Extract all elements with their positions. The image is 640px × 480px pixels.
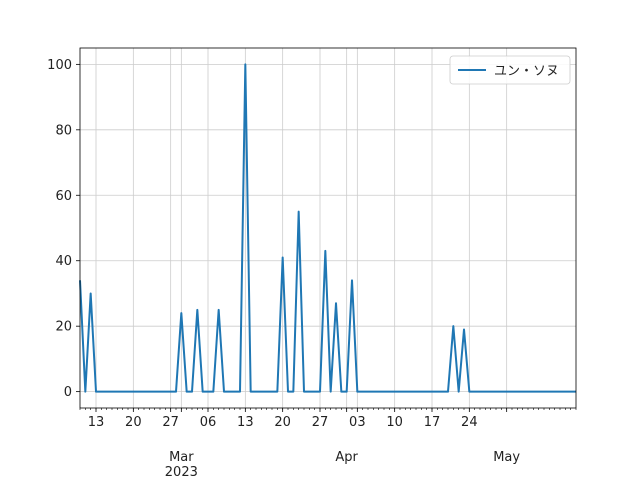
x-month-label: Apr: [335, 450, 358, 465]
x-tick-label: 27: [162, 415, 179, 430]
x-tick-label: 06: [200, 415, 217, 430]
x-tick-label: 24: [461, 415, 478, 430]
plot-frame: [79, 47, 577, 409]
legend-label: ユン・ソヌ: [494, 64, 559, 79]
x-month-label: May: [493, 450, 520, 465]
series-layer: [79, 63, 576, 393]
x-tick-label: 20: [274, 415, 291, 430]
grid: [80, 48, 576, 408]
x-tick-label: 13: [88, 415, 105, 430]
y-tick-label: 0: [64, 385, 72, 400]
x-month-label: Mar: [169, 450, 194, 465]
y-tick-label: 20: [55, 320, 72, 335]
series-line: [79, 63, 576, 393]
x-tick-label: 13: [237, 415, 254, 430]
y-tick-label: 80: [55, 123, 72, 138]
legend-box: [449, 55, 571, 85]
x-tick-label: 17: [424, 415, 441, 430]
x-year-label: 2023: [165, 465, 198, 480]
legend: ユン・ソヌ: [449, 55, 571, 85]
x-tick-label: 27: [312, 415, 329, 430]
x-tick-label: 20: [125, 415, 142, 430]
y-tick-label: 100: [47, 58, 72, 73]
x-tick-label: 10: [386, 415, 403, 430]
y-tick-label: 40: [55, 254, 72, 269]
x-tick-label: 03: [349, 415, 366, 430]
y-tick-label: 60: [55, 189, 72, 204]
